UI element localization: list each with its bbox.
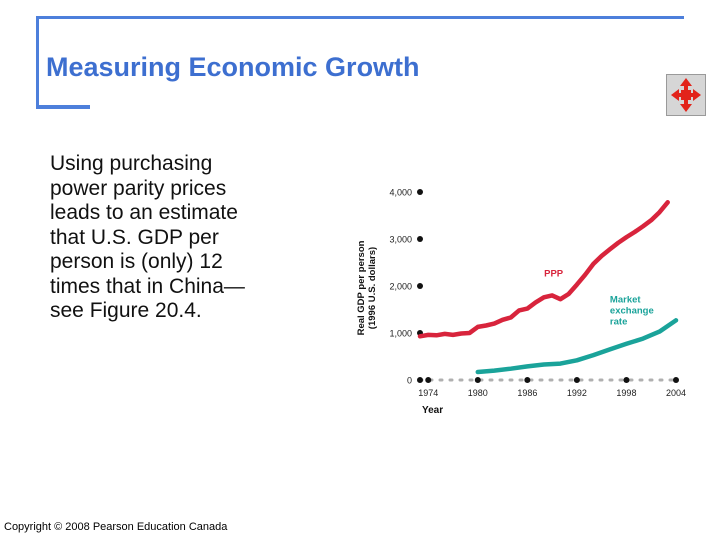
x-tick-dot	[573, 377, 580, 383]
y-tick-dot	[417, 377, 423, 383]
x-tick-label: 2004	[666, 388, 686, 398]
slide-title: Measuring Economic Growth	[46, 52, 420, 82]
x-tick-label: 1974	[418, 388, 438, 398]
y-tick-label: 4,000	[389, 188, 412, 198]
copyright-notice: Copyright © 2008 Pearson Education Canad…	[4, 521, 228, 533]
body-line: leads to an estimate	[50, 201, 238, 224]
body-line: that U.S. GDP per	[50, 225, 219, 249]
title-top-rule	[36, 16, 684, 19]
body-line: power parity prices	[50, 176, 227, 200]
body-line: person is (only) 12	[50, 250, 223, 273]
x-tick-label: 1980	[468, 388, 488, 398]
y-tick-label: 0	[407, 376, 412, 386]
gdp-per-person-chart: 0 1,000 2,000 3,000 4,000 1974 1980 1986 1992 199…	[356, 188, 686, 417]
series-line-market-exchange-rate	[475, 318, 679, 375]
series-label-market-exchange-rate: Market exchange rate	[610, 294, 654, 327]
title-underline-tab	[36, 105, 90, 109]
x-tick-dot	[425, 377, 432, 383]
four-way-arrow-icon[interactable]	[666, 74, 706, 116]
series-label-ppp: PPP	[544, 269, 564, 280]
y-tick-dot	[417, 189, 423, 195]
x-tick-dot	[474, 377, 481, 383]
y-tick-label: 2,000	[389, 282, 412, 292]
slide-body-text: Using purchasing power parity prices lea…	[50, 152, 340, 324]
y-tick-label: 3,000	[389, 235, 412, 245]
body-line: Using purchasing	[50, 152, 213, 175]
title-left-rule	[36, 16, 39, 108]
x-tick-label: 1986	[517, 388, 537, 398]
x-tick-label: 1998	[616, 388, 636, 398]
x-tick-dot	[623, 377, 630, 383]
body-line: times that in China—	[50, 274, 245, 298]
body-line: see Figure 20.4.	[50, 299, 202, 322]
series-line-ppp	[417, 200, 670, 339]
y-tick-label: 1,000	[389, 329, 412, 339]
x-axis-label: Year	[422, 405, 443, 416]
y-tick-dot	[417, 283, 423, 289]
y-tick-dot	[417, 236, 423, 242]
y-axis-label: Real GDP per person(1996 U.S. dollars)	[356, 240, 378, 335]
x-tick-dot	[524, 377, 531, 383]
x-tick-label: 1992	[567, 388, 587, 398]
x-tick-dot	[673, 377, 679, 383]
